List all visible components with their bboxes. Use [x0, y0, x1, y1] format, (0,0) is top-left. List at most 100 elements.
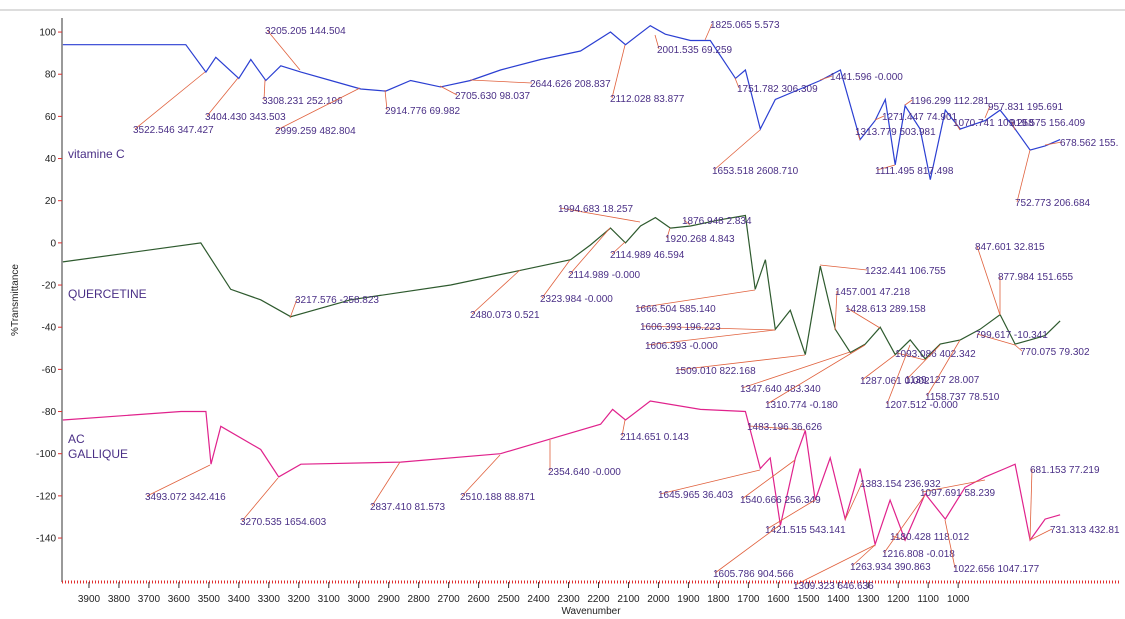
peak-annotation: 1540.666 256.349: [740, 495, 821, 506]
peak-annotation: 1232.441 106.755: [865, 266, 946, 277]
peak-annotation: 1263.934 390.863: [850, 562, 931, 573]
annotation-leader: [611, 241, 626, 255]
x-tick-label: 2200: [587, 594, 610, 605]
annotation-leader: [883, 494, 926, 554]
peak-annotation: 1207.512 -0.000: [885, 400, 958, 411]
peak-annotation: 1441.596 -0.000: [830, 72, 903, 83]
annotation-leader: [146, 464, 211, 497]
annotation-leader: [926, 339, 961, 397]
y-tick-label: 0: [50, 238, 56, 249]
x-tick-label: 1200: [887, 594, 910, 605]
peak-annotation: 1483.196 36.626: [747, 422, 823, 433]
peak-annotation: 1097.691 58.239: [920, 488, 996, 499]
y-tick-label: -40: [42, 323, 57, 334]
peak-annotation: 1428.613 289.158: [845, 304, 926, 315]
peak-annotation: 1457.001 47.218: [835, 287, 911, 298]
annotation-leader: [766, 499, 816, 530]
peak-annotation: 1606.393 196.223: [640, 322, 721, 333]
peak-annotation: 1093.086 402.342: [895, 349, 976, 360]
annotation-leader: [289, 298, 298, 319]
x-tick-label: 3500: [198, 594, 221, 605]
peak-annotation: 681.153 77.219: [1030, 465, 1100, 476]
peak-annotation: 1158.737 78.510: [925, 392, 1000, 403]
annotation-leader: [976, 245, 1001, 316]
annotation-leader: [704, 23, 713, 41]
annotation-leader: [621, 419, 626, 437]
x-tick-label: 2300: [557, 594, 580, 605]
x-tick-label: 3300: [258, 594, 281, 605]
peak-annotation: 1645.965 36.403: [658, 490, 734, 501]
peak-annotation: 1022.656 1047.177: [953, 564, 1040, 575]
y-tick-label: -60: [42, 365, 57, 376]
peak-annotation: 3308.231 252.196: [262, 96, 343, 107]
x-tick-label: 1700: [737, 594, 760, 605]
annotation-leader: [741, 351, 851, 389]
annotation-leader: [384, 89, 388, 111]
y-tick-label: 40: [45, 154, 57, 165]
annotation-leader: [874, 115, 885, 121]
y-tick-label: 80: [45, 70, 57, 81]
annotation-leader: [944, 519, 956, 569]
x-tick-label: 3200: [288, 594, 311, 605]
annotation-leader: [851, 544, 876, 567]
peak-annotation: 770.075 79.302: [1020, 347, 1090, 358]
x-tick-label: 1300: [857, 594, 880, 605]
annotation-leader: [748, 425, 806, 431]
peak-annotation: 1605.786 904.566: [713, 569, 794, 580]
peak-annotation: 957.831 195.691: [988, 102, 1064, 113]
annotation-leader: [766, 344, 866, 405]
peak-annotation: 1070.741 109.258: [953, 118, 1034, 129]
peak-annotation: 1310.774 -0.180: [765, 400, 838, 411]
annotation-leader: [794, 544, 876, 586]
annotation-leader: [676, 354, 806, 371]
peak-annotation: 2112.028 83.877: [610, 94, 685, 105]
annotation-leader: [714, 524, 781, 574]
annotation-leader: [611, 44, 626, 99]
x-tick-label: 3100: [318, 594, 341, 605]
peak-annotation: 1287.061 0.002: [860, 376, 930, 387]
peak-annotation: 3270.535 1654.603: [240, 517, 327, 528]
peak-annotation: 3404.430 343.503: [205, 112, 286, 123]
annotation-leader: [819, 75, 833, 81]
peak-annotation: 1271.447 74.901: [882, 112, 958, 123]
peak-annotation: 1383.154 236.932: [860, 479, 941, 490]
peak-annotation: 2001.535 69.259: [657, 45, 733, 56]
annotation-leader: [1029, 528, 1053, 541]
peak-annotation: 1139.127 28.007: [905, 375, 980, 386]
x-tick-label: 3700: [138, 594, 161, 605]
annotation-leader: [906, 344, 941, 380]
x-tick-label: 2100: [617, 594, 640, 605]
x-tick-label: 3000: [348, 594, 371, 605]
peak-annotation: 1216.808 -0.018: [882, 549, 955, 560]
annotation-leader: [1014, 344, 1023, 352]
x-tick-label: 2700: [438, 594, 461, 605]
y-axis-label: %Transmittance: [10, 264, 21, 336]
annotation-leader: [819, 264, 868, 271]
peak-annotation: 1994.683 18.257: [558, 204, 634, 215]
series-label: AC GALLIQUE: [68, 432, 129, 461]
annotation-leader: [206, 77, 239, 117]
annotation-leader: [734, 77, 740, 89]
peak-annotation: 799.617 -10.341: [975, 330, 1048, 341]
peak-annotation: 2480.073 0.521: [470, 310, 540, 321]
annotation-leader: [834, 290, 838, 331]
x-tick-label: 2500: [497, 594, 520, 605]
series-label: vitamine C: [68, 147, 125, 161]
annotation-leader: [976, 333, 1016, 346]
peak-annotation: 3217.576 -258.823: [295, 295, 379, 306]
peak-annotation: 1111.495 817.498: [875, 166, 954, 177]
peak-annotation: 919.575 156.409: [1010, 118, 1086, 129]
peak-annotation: 2510.188 88.871: [460, 492, 536, 503]
peak-annotation: 1421.515 543.141: [765, 525, 846, 536]
peak-annotation: 2114.651 0.143: [620, 432, 689, 443]
annotation-leader: [1011, 121, 1016, 131]
x-tick-label: 2000: [647, 594, 670, 605]
annotation-leader: [713, 129, 761, 171]
annotation-leader: [741, 459, 796, 500]
y-tick-label: -120: [36, 491, 56, 502]
annotation-leader: [559, 207, 641, 223]
peak-annotation: 731.313 432.81: [1050, 525, 1120, 536]
x-tick-label: 1600: [767, 594, 790, 605]
y-tick-label: -100: [36, 449, 56, 460]
annotation-leader: [904, 99, 913, 106]
